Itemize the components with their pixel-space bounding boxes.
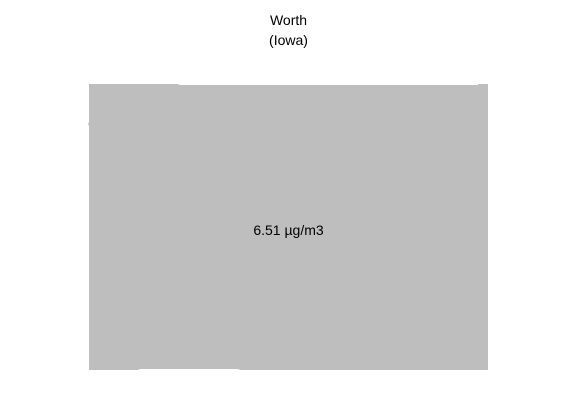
value-label: 6.51 µg/m3	[253, 222, 324, 238]
county-title: Worth	[269, 12, 308, 28]
state-subtitle: (Iowa)	[269, 32, 308, 48]
county-shape	[88, 84, 488, 370]
